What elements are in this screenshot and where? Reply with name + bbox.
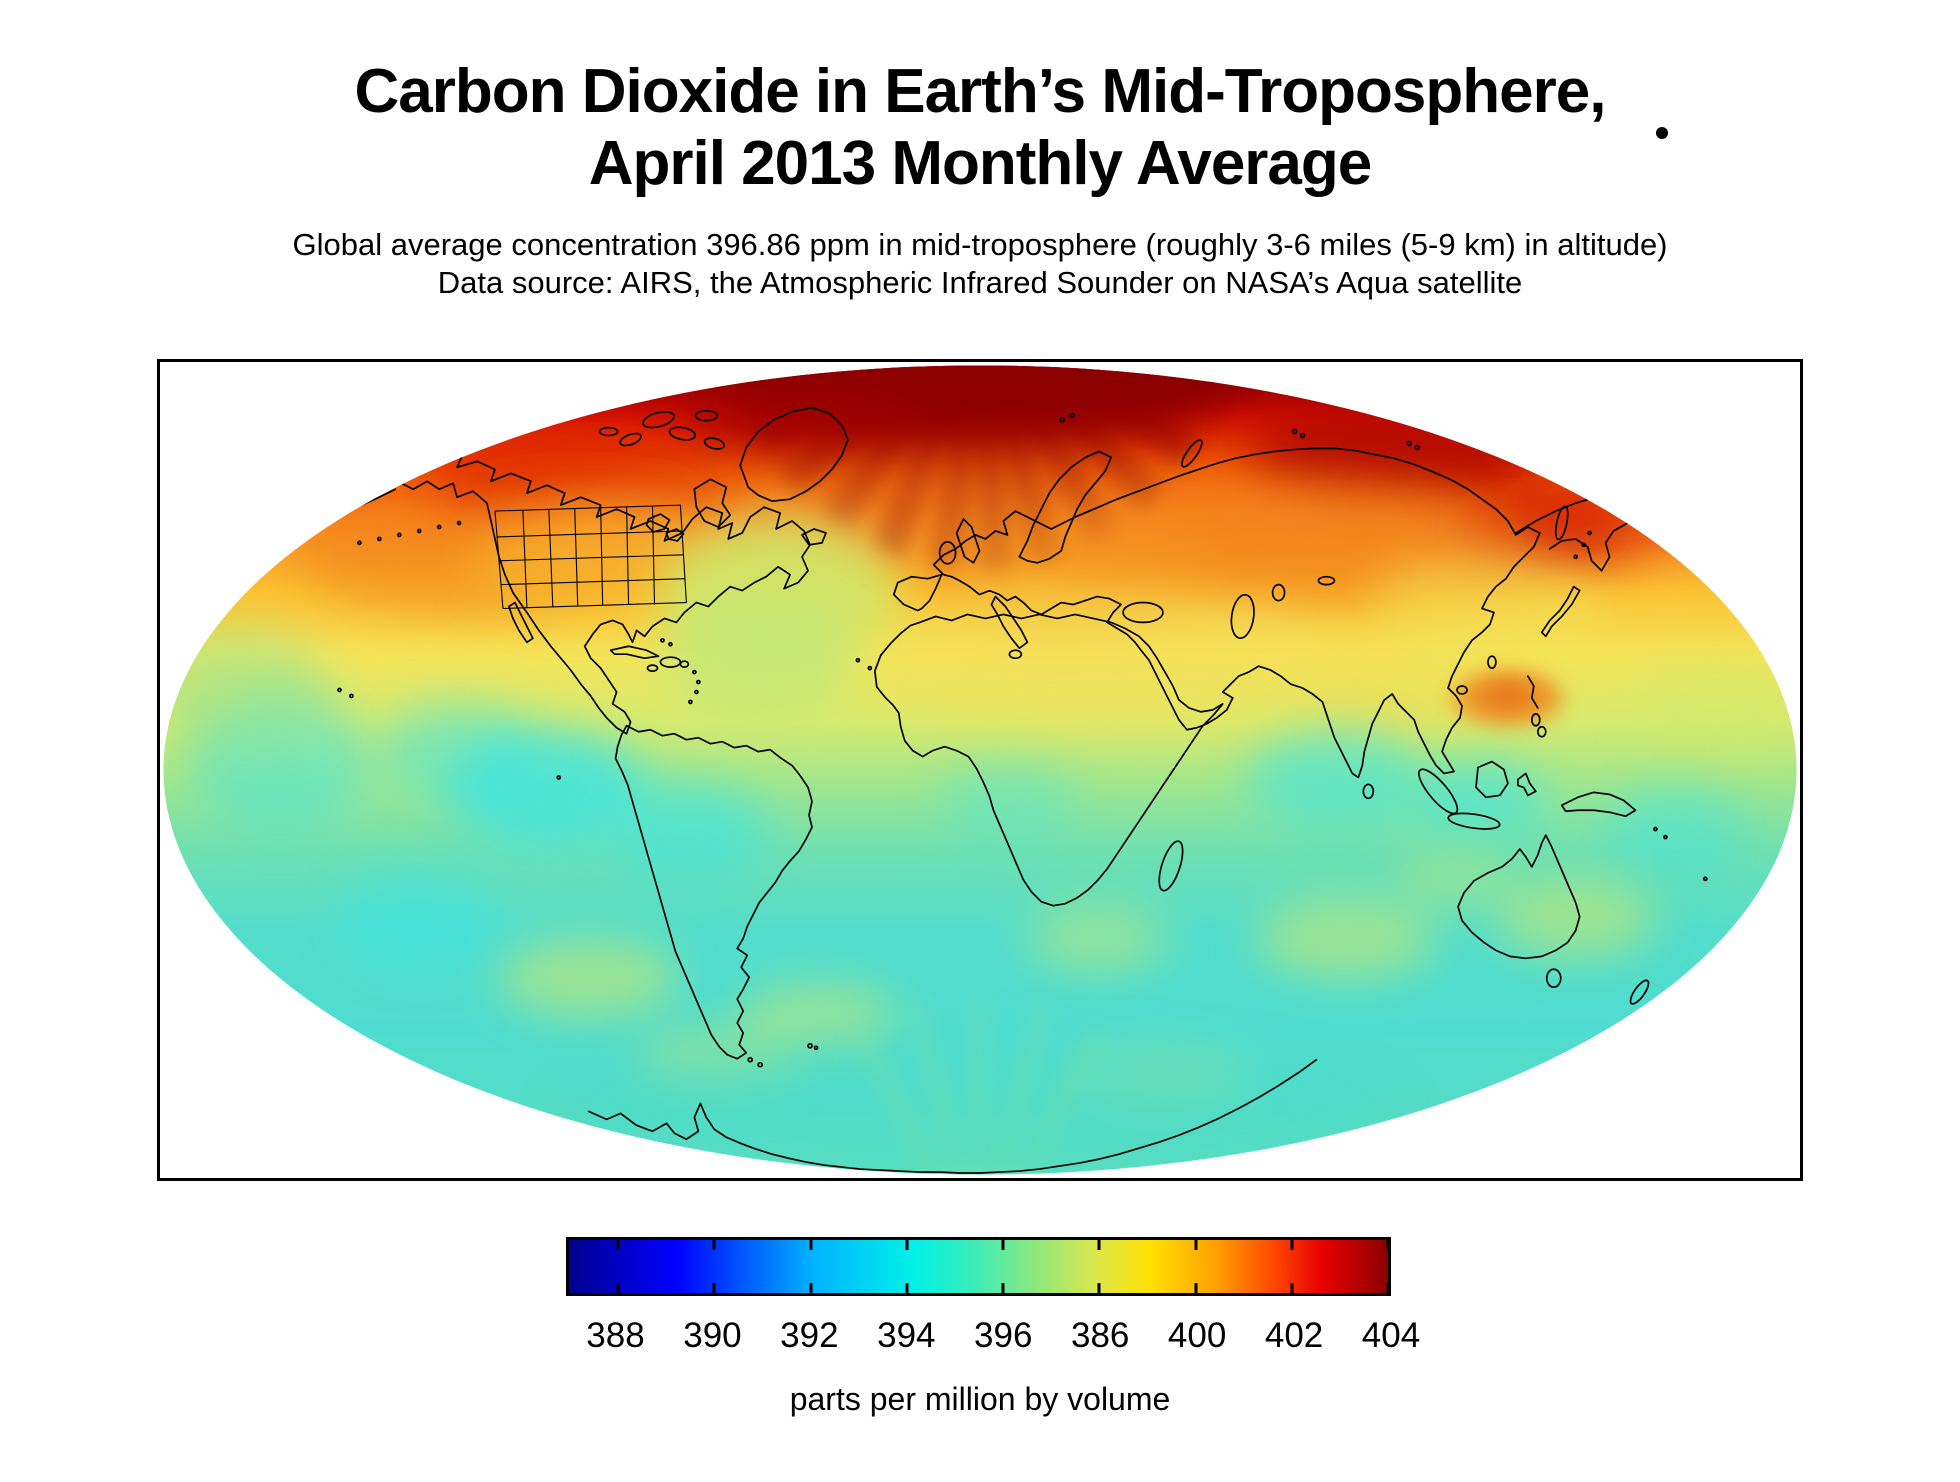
colorbar-tick-label: 402 (1264, 1316, 1324, 1355)
page-title: Carbon Dioxide in Earth’s Mid-Tropospher… (0, 56, 1960, 200)
colorbar-tick-label: 386 (1070, 1316, 1130, 1355)
coastlines (324, 406, 1708, 1174)
colorbar-tick-label: 400 (1167, 1316, 1227, 1355)
colorbar-caption: parts per million by volume (789, 1381, 1171, 1417)
colorbar-tick (1097, 1240, 1101, 1250)
colorbar-tick (905, 1283, 909, 1293)
colorbar-tick (712, 1240, 716, 1250)
colorbar-tick (1194, 1283, 1198, 1293)
colorbar-tick (1097, 1283, 1101, 1293)
page-title-line2: April 2013 Monthly Average (588, 129, 1373, 198)
colorbar-tick (809, 1240, 813, 1250)
colorbar-gradient (566, 1237, 1391, 1296)
colorbar-tick (1194, 1240, 1198, 1250)
colorbar-tick-label: 388 (586, 1316, 645, 1355)
colorbar-tick-label: 390 (683, 1316, 742, 1355)
colorbar-tick (905, 1240, 909, 1250)
world-co2-map (163, 365, 1797, 1175)
colorbar-tick (1290, 1283, 1294, 1293)
map-frame (157, 359, 1803, 1181)
colorbar-tick (1001, 1240, 1005, 1250)
colorbar-tick (712, 1283, 716, 1293)
colorbar-tick (1386, 1240, 1390, 1250)
stray-dot (1656, 127, 1668, 139)
page-subtitle: Global average concentration 396.86 ppm … (0, 226, 1960, 302)
subtitle-line1: Global average concentration 396.86 ppm … (292, 227, 1668, 262)
colorbar-labels: 388 390 392 394 396 386 400 402 404 (566, 1316, 1420, 1358)
colorbar-tick-label: 392 (780, 1316, 839, 1355)
subtitle-line2: Data source: AIRS, the Atmospheric Infra… (437, 265, 1523, 300)
colorbar-tick (616, 1283, 620, 1293)
colorbar-tick-label: 394 (877, 1316, 936, 1355)
colorbar-tick (809, 1283, 813, 1293)
colorbar-tick (1001, 1283, 1005, 1293)
colorbar-tick-label: 404 (1361, 1316, 1421, 1355)
colorbar-tick (1290, 1240, 1294, 1250)
us-state-boundaries (494, 504, 687, 610)
page-title-line1: Carbon Dioxide in Earth’s Mid-Tropospher… (354, 57, 1607, 126)
colorbar-tick (1386, 1283, 1390, 1293)
colorbar-tick (616, 1240, 620, 1250)
colorbar-tick-label: 396 (974, 1316, 1033, 1355)
